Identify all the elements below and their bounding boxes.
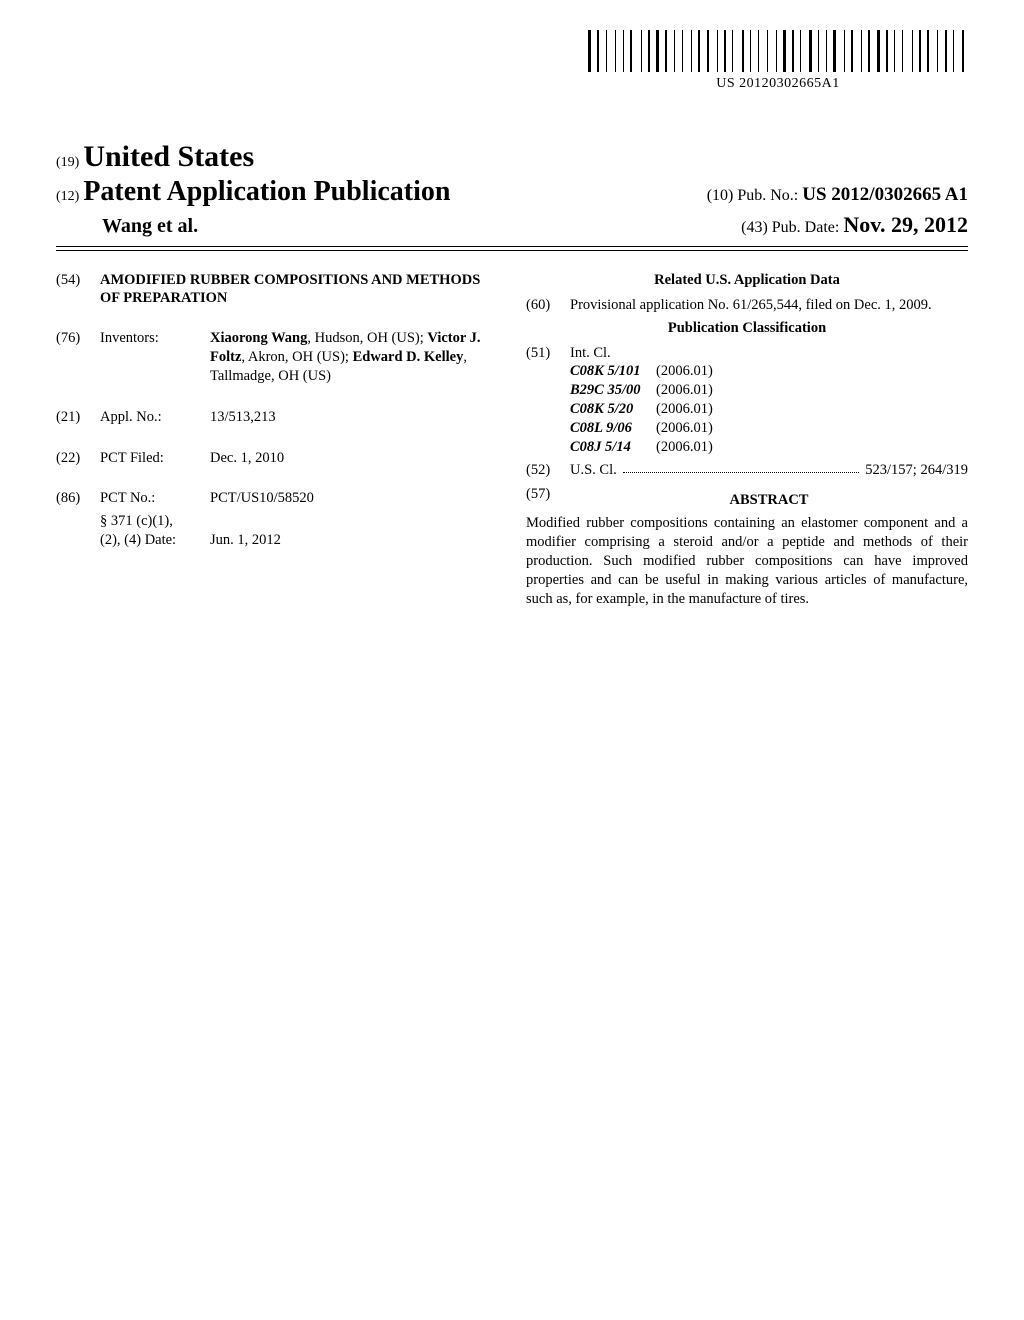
body-columns: (54) AMODIFIED RUBBER COMPOSITIONS AND M… [56,271,968,609]
pctno-value: PCT/US10/58520 [210,489,498,508]
field-86: (86) PCT No.: PCT/US10/58520 [56,489,498,508]
uscl-dots [623,461,860,473]
country-line: (19) United States [56,140,968,174]
field-51: (51) Int. Cl. C08K 5/101 (2006.01) B29C … [526,344,968,457]
num-60: (60) [526,296,570,315]
pub-date-label: Pub. Date: [772,219,840,236]
left-column: (54) AMODIFIED RUBBER COMPOSITIONS AND M… [56,271,498,609]
intcl-code-4: C08J 5/14 [526,438,656,457]
num-54: (54) [56,271,100,307]
prefix-12: (12) [56,189,79,204]
field-21: (21) Appl. No.: 13/513,213 [56,408,498,427]
pctfiled-label: PCT Filed: [100,449,210,468]
prefix-10: (10) [707,187,734,204]
num-51: (51) [526,344,570,363]
applno-value: 13/513,213 [210,408,498,427]
header: (19) United States (12) Patent Applicati… [56,140,968,238]
pub-date-line: (43) Pub. Date: Nov. 29, 2012 [741,212,968,238]
inventor-2-loc: , Akron, OH (US); [241,349,352,365]
applno-label: Appl. No.: [100,408,210,427]
intcl-year-3: (2006.01) [656,419,968,438]
divider-bottom [56,250,968,251]
intcl-code-2: C08K 5/20 [526,400,656,419]
pub-app-title-wrap: (12) Patent Application Publication [56,176,450,208]
pub-date-value: Nov. 29, 2012 [843,212,968,237]
pctno-label: PCT No.: [100,489,210,508]
barcode-block: US 20120302665A1 [588,30,968,92]
field-22: (22) PCT Filed: Dec. 1, 2010 [56,449,498,468]
intcl-row-2: C08K 5/20 (2006.01) [526,400,968,419]
uscl-label: U.S. Cl. [570,461,617,480]
barcode-graphic [588,30,968,72]
num-86: (86) [56,489,100,508]
intcl-code-3: C08L 9/06 [526,419,656,438]
pubclass-heading: Publication Classification [526,319,968,338]
intcl-label: Int. Cl. [570,344,611,363]
abstract-text: Modified rubber compositions containing … [526,514,968,608]
intcl-code-1: B29C 35/00 [526,381,656,400]
field-60: (60) Provisional application No. 61/265,… [526,296,968,315]
inventors-value: Xiaorong Wang, Hudson, OH (US); Victor J… [210,329,498,386]
intcl-code-0: C08K 5/101 [526,362,656,381]
intcl-row-0: C08K 5/101 (2006.01) [526,362,968,381]
related-text: Provisional application No. 61/265,544, … [570,296,968,315]
field-57: (57) ABSTRACT [526,485,968,514]
intcl-row-1: B29C 35/00 (2006.01) [526,381,968,400]
intcl-year-4: (2006.01) [656,438,968,457]
authors: Wang et al. [56,215,198,238]
related-heading: Related U.S. Application Data [526,271,968,290]
num-22: (22) [56,449,100,468]
pub-row: (12) Patent Application Publication (10)… [56,176,968,208]
abstract-heading: ABSTRACT [570,491,968,510]
field-52: (52) U.S. Cl. 523/157; 264/319 [526,461,968,480]
field-54: (54) AMODIFIED RUBBER COMPOSITIONS AND M… [56,271,498,307]
field-371: § 371 (c)(1), (2), (4) Date: Jun. 1, 201… [56,512,498,550]
s371-value: Jun. 1, 2012 [210,531,498,550]
right-column: Related U.S. Application Data (60) Provi… [526,271,968,609]
inventor-1: Xiaorong Wang [210,330,307,346]
invention-title: AMODIFIED RUBBER COMPOSITIONS AND METHOD… [100,271,498,307]
country-name: United States [83,140,254,173]
intcl-year-1: (2006.01) [656,381,968,400]
uscl-value: 523/157; 264/319 [865,461,968,480]
intcl-year-2: (2006.01) [656,400,968,419]
num-57: (57) [526,485,570,514]
uscl-value-bold: 523/157; 264/319 [865,462,968,478]
pub-no-label: Pub. No.: [737,187,798,204]
intcl-row-4: C08J 5/14 (2006.01) [526,438,968,457]
prefix-43: (43) [741,219,768,236]
pub-no-line: (10) Pub. No.: US 2012/0302665 A1 [707,184,968,206]
inventor-3: Edward D. Kelley [353,349,464,365]
num-371-blank [56,512,100,550]
prefix-19: (19) [56,155,79,170]
pub-app-title: Patent Application Publication [83,176,450,207]
divider-top [56,246,968,247]
num-21: (21) [56,408,100,427]
field-76: (76) Inventors: Xiaorong Wang, Hudson, O… [56,329,498,386]
num-52: (52) [526,461,570,480]
inventor-1-loc: , Hudson, OH (US); [307,330,427,346]
pub-no-value: US 2012/0302665 A1 [802,184,968,205]
barcode-label: US 20120302665A1 [588,76,968,92]
intcl-row-3: C08L 9/06 (2006.01) [526,419,968,438]
author-date-row: Wang et al. (43) Pub. Date: Nov. 29, 201… [56,212,968,238]
inventors-label: Inventors: [100,329,210,386]
pctfiled-value: Dec. 1, 2010 [210,449,498,468]
num-76: (76) [56,329,100,386]
intcl-year-0: (2006.01) [656,362,968,381]
s371-label: § 371 (c)(1), (2), (4) Date: [100,512,210,550]
